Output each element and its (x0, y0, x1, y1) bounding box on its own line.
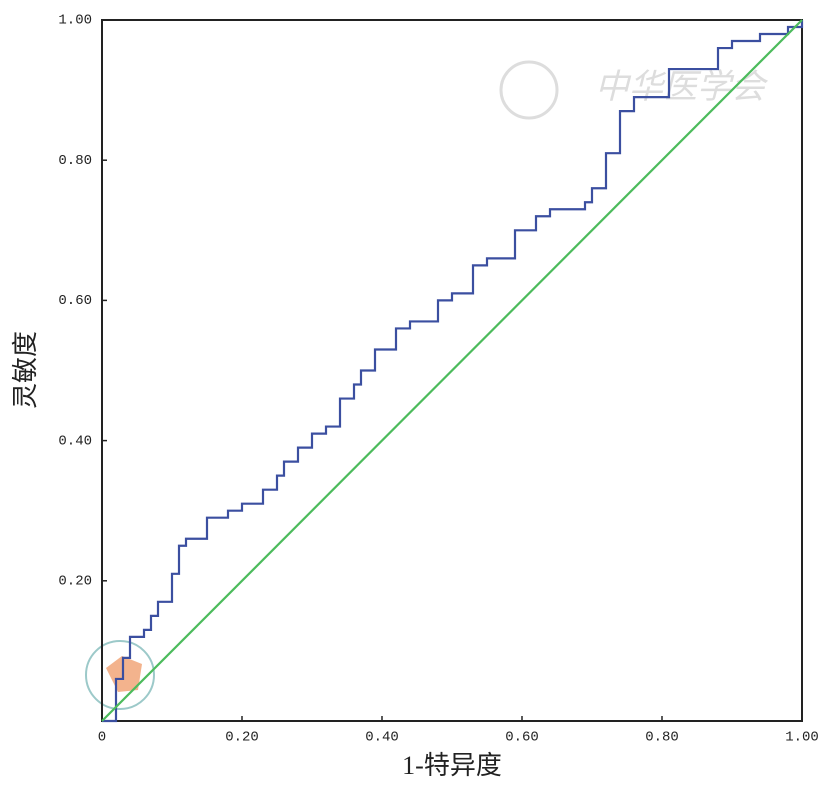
y-tick-label: 0.60 (58, 293, 92, 309)
x-tick-label: 1.00 (785, 730, 819, 746)
x-tick-label: 0.20 (225, 730, 259, 746)
y-tick-label: 0.20 (58, 574, 92, 590)
x-tick-label: 0.60 (505, 730, 539, 746)
y-tick-label: 1.00 (58, 13, 92, 29)
y-axis-title: 灵敏度 (11, 331, 40, 409)
x-tick-label: 0.80 (645, 730, 679, 746)
watermark-logo (499, 60, 559, 120)
line (101, 19, 803, 722)
x-tick-label: 0.40 (365, 730, 399, 746)
y-tick-label: 0.40 (58, 433, 92, 449)
x-tick-label: 0 (98, 730, 106, 746)
watermark: 中华医学会 (595, 69, 769, 106)
plot-frame (101, 19, 803, 722)
line (102, 20, 804, 723)
y-tick-label: 0.80 (58, 153, 92, 169)
x-axis-title: 1-特异度 (402, 751, 502, 780)
logo (85, 640, 155, 710)
